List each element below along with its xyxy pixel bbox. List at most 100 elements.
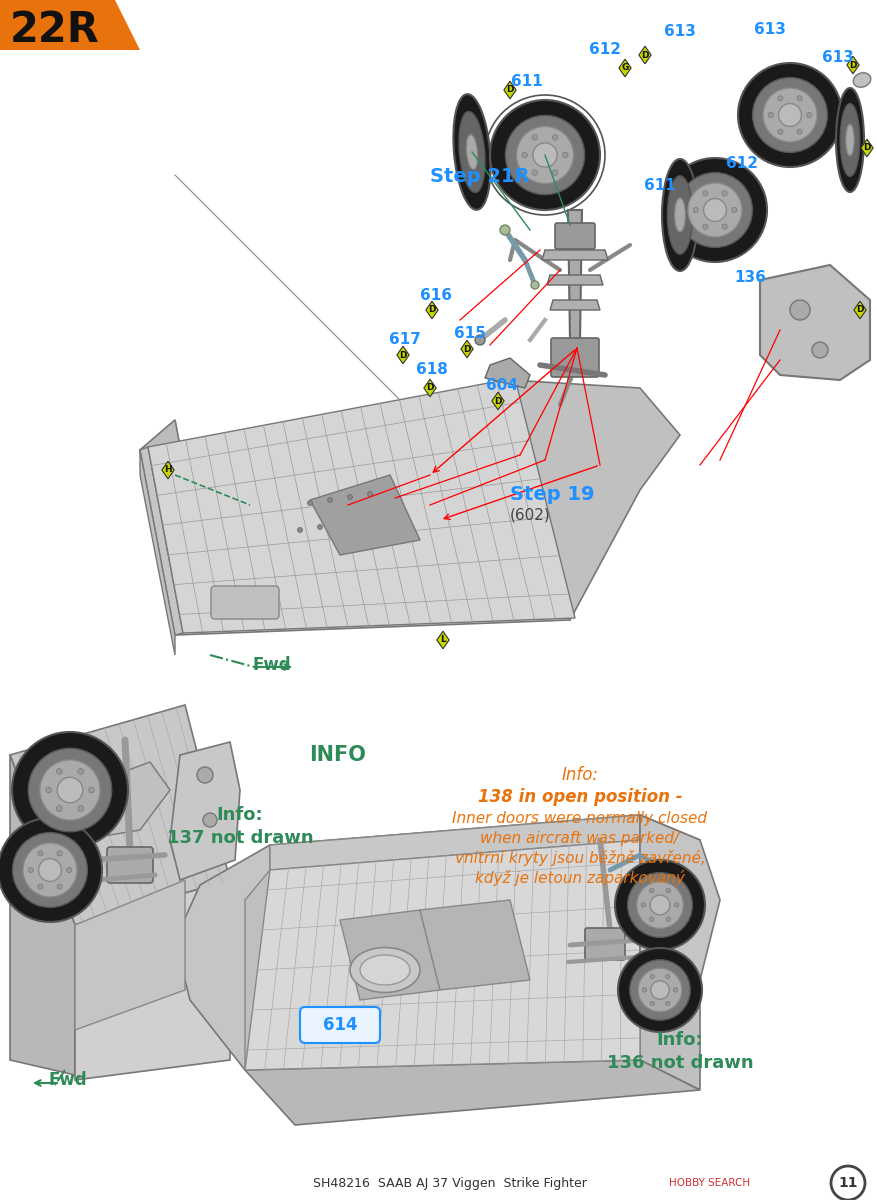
Circle shape <box>650 895 670 914</box>
Circle shape <box>327 498 332 503</box>
Text: when aircraft was parked/: when aircraft was parked/ <box>481 830 680 846</box>
Polygon shape <box>140 446 183 635</box>
Text: 11: 11 <box>838 1176 858 1190</box>
Text: D: D <box>863 144 871 152</box>
Circle shape <box>651 980 669 1000</box>
Polygon shape <box>504 82 517 98</box>
Text: D: D <box>641 50 649 60</box>
Circle shape <box>0 818 102 922</box>
Polygon shape <box>75 762 170 840</box>
Circle shape <box>38 851 43 856</box>
Polygon shape <box>547 275 603 284</box>
Circle shape <box>532 134 538 140</box>
Circle shape <box>674 988 678 992</box>
Polygon shape <box>640 815 720 1010</box>
Circle shape <box>23 842 77 898</box>
Polygon shape <box>568 210 582 340</box>
Text: 604: 604 <box>486 378 518 392</box>
Text: D: D <box>428 306 436 314</box>
Polygon shape <box>550 300 600 310</box>
Circle shape <box>89 787 95 793</box>
Circle shape <box>666 1001 670 1006</box>
Text: 613: 613 <box>822 49 854 65</box>
Text: Fwd: Fwd <box>253 656 292 674</box>
Polygon shape <box>760 265 870 380</box>
Text: 614: 614 <box>323 1016 357 1034</box>
Text: D: D <box>849 60 857 70</box>
Polygon shape <box>170 742 240 880</box>
Circle shape <box>553 170 558 175</box>
Circle shape <box>308 500 312 505</box>
Text: 137 not drawn: 137 not drawn <box>167 829 313 847</box>
Polygon shape <box>640 815 700 1090</box>
Circle shape <box>517 126 574 184</box>
Text: Inner doors were normally closed: Inner doors were normally closed <box>453 810 708 826</box>
Circle shape <box>763 88 817 142</box>
Polygon shape <box>245 815 640 1070</box>
Circle shape <box>666 974 670 979</box>
Text: 612: 612 <box>589 42 621 58</box>
Circle shape <box>533 143 557 167</box>
Polygon shape <box>148 378 575 634</box>
Circle shape <box>790 300 810 320</box>
Circle shape <box>197 767 213 782</box>
Circle shape <box>297 528 303 533</box>
Ellipse shape <box>459 112 485 192</box>
Circle shape <box>475 335 485 346</box>
Polygon shape <box>847 56 859 73</box>
Polygon shape <box>10 755 75 1075</box>
Text: D: D <box>463 344 471 354</box>
Circle shape <box>532 170 538 175</box>
Text: SH48216  SAAB AJ 37 Viggen  Strike Fighter: SH48216 SAAB AJ 37 Viggen Strike Fighter <box>313 1176 587 1189</box>
Text: Step 21R: Step 21R <box>430 167 530 186</box>
Polygon shape <box>510 380 680 620</box>
Polygon shape <box>140 420 210 635</box>
Polygon shape <box>424 379 436 397</box>
Circle shape <box>678 173 752 247</box>
Circle shape <box>722 191 727 196</box>
Circle shape <box>702 191 708 196</box>
Circle shape <box>500 226 510 235</box>
Circle shape <box>778 96 783 101</box>
Circle shape <box>12 833 88 907</box>
Circle shape <box>807 113 812 118</box>
Circle shape <box>563 152 568 157</box>
Text: D: D <box>399 350 407 360</box>
Text: INFO: INFO <box>310 745 367 766</box>
Polygon shape <box>861 139 873 157</box>
Text: když je letoun zaparkovaný: když je letoun zaparkovaný <box>475 870 685 886</box>
Ellipse shape <box>845 125 854 156</box>
Polygon shape <box>140 420 210 635</box>
Polygon shape <box>420 900 530 990</box>
Polygon shape <box>310 475 420 554</box>
Ellipse shape <box>840 103 859 176</box>
Polygon shape <box>619 59 631 77</box>
FancyBboxPatch shape <box>585 928 625 960</box>
Circle shape <box>641 902 645 907</box>
Circle shape <box>693 208 698 212</box>
Circle shape <box>531 281 539 289</box>
Circle shape <box>347 494 353 499</box>
Circle shape <box>39 858 61 882</box>
Ellipse shape <box>836 88 864 192</box>
FancyBboxPatch shape <box>300 1007 380 1043</box>
Text: 612: 612 <box>726 156 758 170</box>
Circle shape <box>317 524 323 529</box>
Circle shape <box>674 902 679 907</box>
Circle shape <box>628 872 693 937</box>
Text: 617: 617 <box>389 332 421 348</box>
Text: 613: 613 <box>754 23 786 37</box>
Ellipse shape <box>674 198 686 232</box>
Circle shape <box>28 749 111 832</box>
Polygon shape <box>10 704 230 925</box>
Circle shape <box>57 884 62 889</box>
Polygon shape <box>0 0 140 50</box>
Polygon shape <box>162 461 175 479</box>
Circle shape <box>78 805 83 811</box>
FancyBboxPatch shape <box>551 338 599 377</box>
Circle shape <box>702 224 708 229</box>
Circle shape <box>650 888 654 893</box>
Text: 22R: 22R <box>10 8 100 50</box>
Circle shape <box>650 974 654 979</box>
Circle shape <box>650 1001 654 1006</box>
